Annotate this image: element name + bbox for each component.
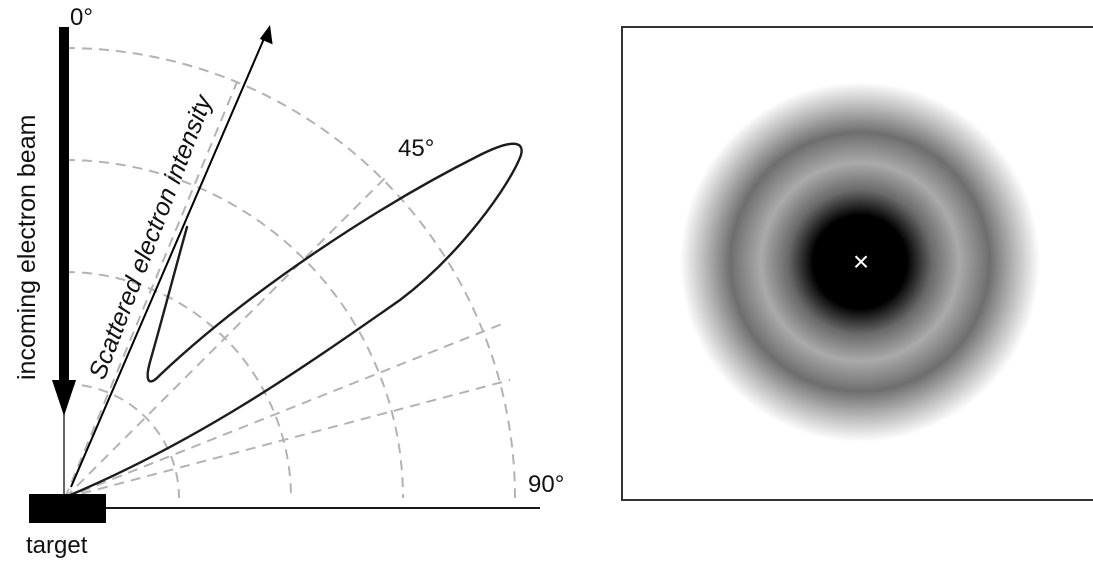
target-label: target	[26, 532, 88, 559]
scattering-lobe-curve	[66, 142, 523, 498]
diffraction-pattern: ×	[621, 26, 1093, 501]
beam-label: incoming electron beam	[13, 115, 41, 380]
grid-arc-4	[64, 47, 516, 499]
diffraction-rings	[680, 82, 1040, 442]
label-45-degrees: 45°	[398, 135, 434, 162]
grid-ray-22	[64, 81, 238, 499]
target-block	[29, 494, 106, 523]
label-0-degrees: 0°	[70, 4, 93, 31]
incoming-beam-arrow	[52, 27, 76, 416]
polar-grid	[64, 47, 516, 499]
polar-plot: 0° 45° 90° incoming electron beam Scatte…	[13, 4, 564, 559]
grid-ray-60	[64, 321, 508, 499]
grid-ray-75	[64, 379, 511, 499]
grid-ray-45	[64, 174, 389, 499]
intensity-arrow-head	[259, 25, 273, 45]
center-marker: ×	[853, 246, 869, 277]
beam-arrow-head	[52, 380, 76, 416]
grid-arc-1	[64, 383, 180, 499]
beam-arrow-shaft	[59, 27, 69, 392]
intensity-arrow-line	[70, 33, 267, 488]
label-90-degrees: 90°	[528, 471, 564, 498]
intensity-axis-label: Scattered electron intensity	[83, 90, 218, 383]
intensity-axis-arrow	[70, 25, 273, 488]
